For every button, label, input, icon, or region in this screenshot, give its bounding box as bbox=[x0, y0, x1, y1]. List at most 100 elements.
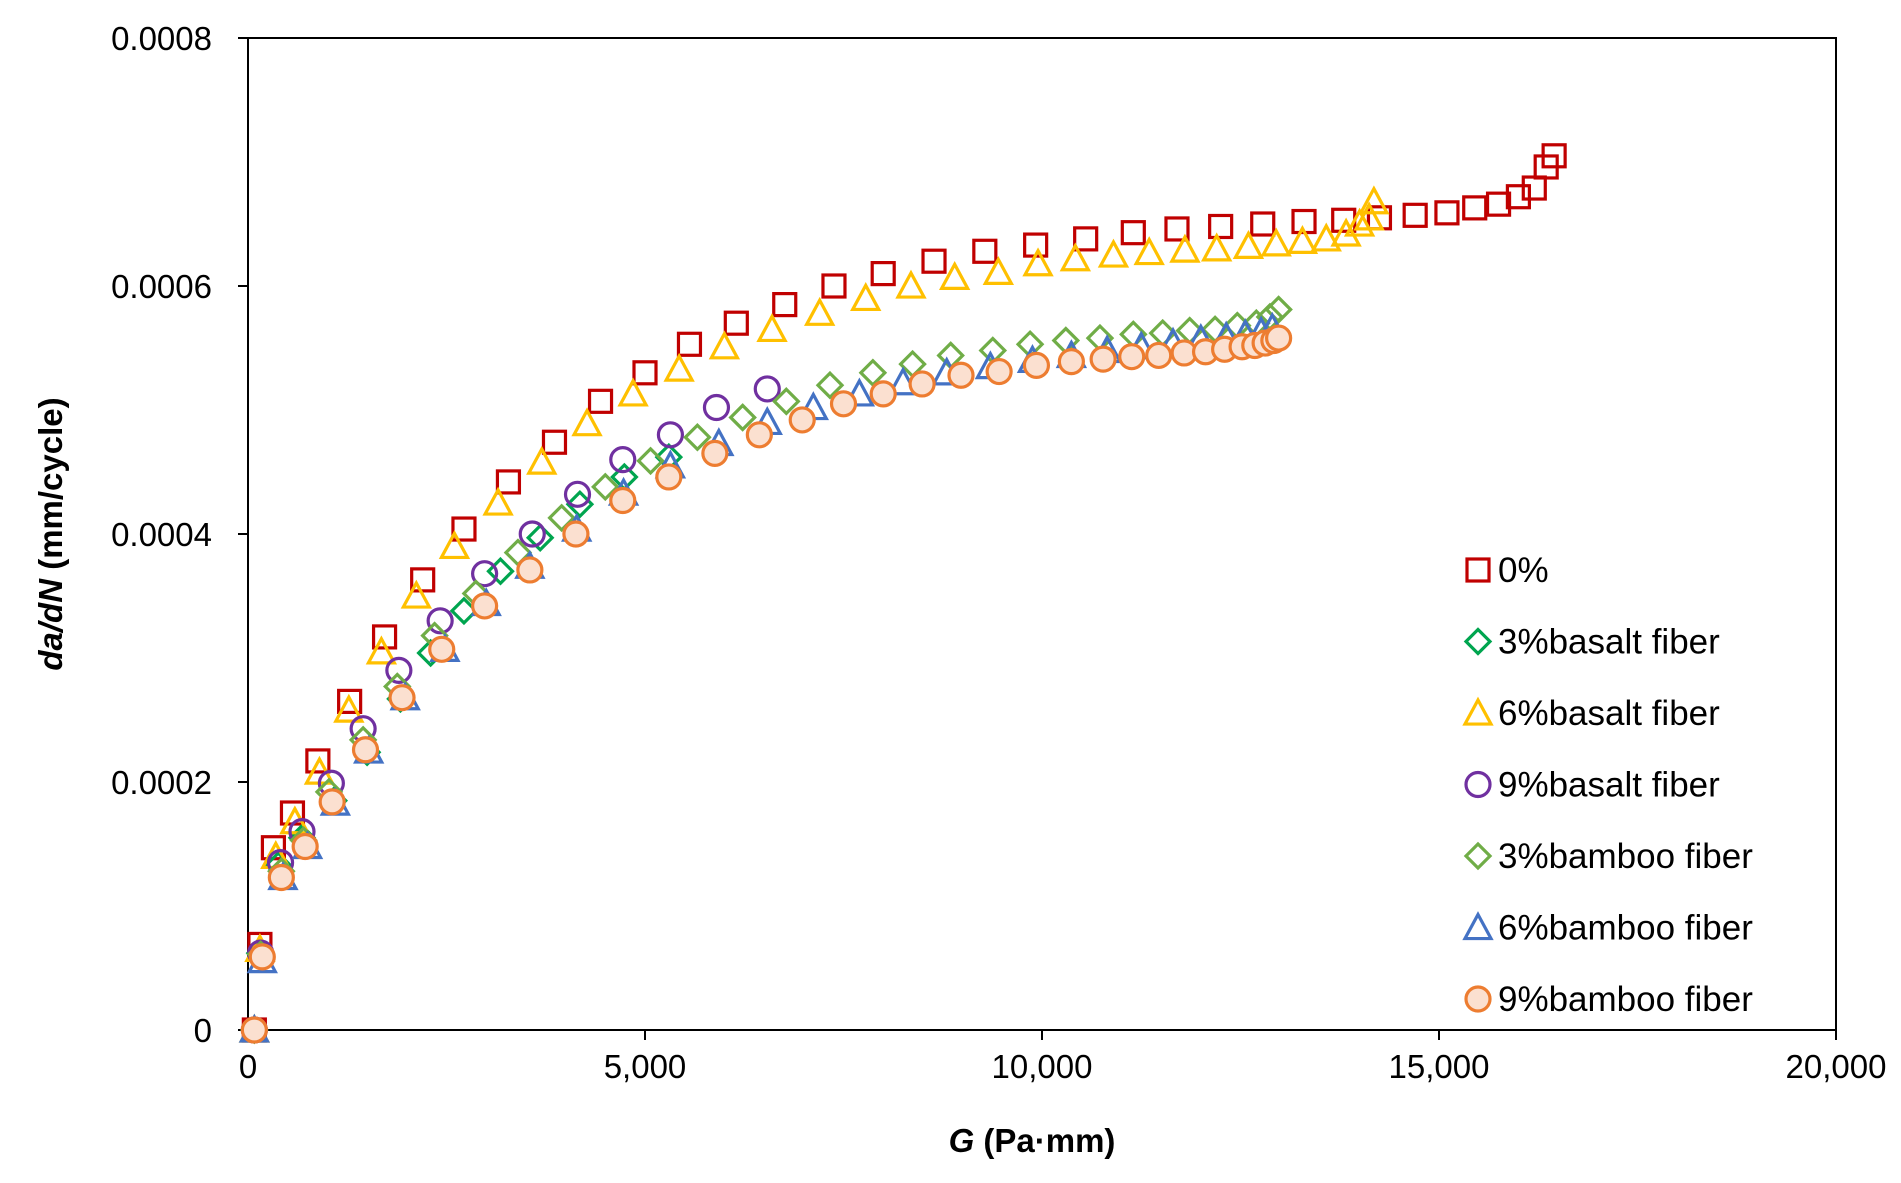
x-tick-label: 5,000 bbox=[604, 1048, 687, 1085]
series-6-basalt-fiber bbox=[238, 185, 1390, 1043]
data-point bbox=[1250, 211, 1276, 237]
data-point bbox=[518, 520, 546, 548]
data-point bbox=[385, 656, 413, 685]
data-point bbox=[547, 503, 576, 533]
data-point bbox=[1022, 247, 1054, 277]
data-point bbox=[240, 1016, 268, 1044]
data-point bbox=[1402, 202, 1428, 228]
data-point bbox=[1265, 324, 1293, 352]
data-point bbox=[985, 357, 1013, 386]
x-tick-label: 0 bbox=[239, 1048, 257, 1085]
legend-marker bbox=[1462, 696, 1494, 726]
y-tick-label: 0.0008 bbox=[111, 20, 212, 57]
legend-item: 9%bamboo fiber bbox=[1464, 980, 1753, 1019]
data-point bbox=[683, 423, 712, 452]
data-point bbox=[921, 248, 947, 274]
data-point bbox=[617, 377, 649, 407]
data-point bbox=[1200, 232, 1233, 262]
data-point bbox=[471, 560, 499, 588]
legend-item: 6%basalt fiber bbox=[1462, 694, 1720, 733]
data-point bbox=[1330, 217, 1362, 247]
data-point bbox=[516, 556, 544, 584]
data-point bbox=[471, 592, 499, 620]
data-point bbox=[1169, 233, 1201, 263]
data-point bbox=[1232, 229, 1265, 259]
data-point bbox=[1541, 143, 1567, 169]
data-point bbox=[850, 282, 882, 312]
data-point bbox=[609, 486, 637, 515]
data-point bbox=[815, 370, 845, 400]
data-point bbox=[655, 463, 683, 491]
data-point bbox=[438, 530, 471, 560]
data-point bbox=[562, 520, 590, 548]
data-point bbox=[563, 480, 592, 508]
x-tick-label: 15,000 bbox=[1389, 1048, 1490, 1085]
data-point bbox=[495, 469, 522, 495]
data-point bbox=[1286, 224, 1319, 255]
y-tick-label: 0 bbox=[194, 1012, 212, 1049]
data-point bbox=[821, 273, 847, 299]
data-point bbox=[656, 421, 685, 449]
y-axis-title: da/dN (mm/cycle) bbox=[32, 397, 69, 670]
data-point bbox=[636, 446, 665, 476]
legend-item: 0% bbox=[1465, 551, 1549, 590]
data-point bbox=[1208, 213, 1234, 240]
legend-item: 3%basalt fiber bbox=[1463, 623, 1720, 662]
y-axis-title-symbol: da/dN bbox=[32, 578, 69, 671]
data-point bbox=[1505, 184, 1532, 210]
data-point bbox=[843, 377, 876, 407]
x-axis-title-unit: (Pa·mm) bbox=[974, 1122, 1115, 1159]
data-point bbox=[267, 863, 295, 892]
data-point bbox=[1120, 220, 1146, 246]
data-point bbox=[426, 607, 454, 635]
data-point bbox=[525, 523, 555, 552]
data-point bbox=[708, 330, 741, 360]
legend-marker bbox=[1463, 627, 1493, 656]
data-point bbox=[1022, 351, 1051, 379]
data-point bbox=[305, 748, 331, 774]
legend-label: 3%bamboo fiber bbox=[1498, 837, 1753, 876]
data-point bbox=[1059, 242, 1092, 272]
legend-label: 0% bbox=[1498, 551, 1549, 590]
data-point bbox=[333, 693, 365, 723]
data-point bbox=[365, 635, 398, 665]
data-point bbox=[803, 296, 836, 326]
legend-label: 6%basalt fiber bbox=[1498, 694, 1720, 733]
data-point bbox=[248, 943, 276, 971]
data-point bbox=[858, 358, 888, 388]
data-point bbox=[1260, 227, 1292, 257]
data-point bbox=[701, 439, 729, 467]
data-point bbox=[291, 832, 319, 861]
series-9-bamboo-fiber bbox=[240, 324, 1293, 1044]
data-point bbox=[745, 421, 773, 449]
data-point bbox=[1264, 295, 1293, 324]
data-point bbox=[609, 446, 637, 474]
legend-marker bbox=[1465, 557, 1491, 583]
data-point bbox=[428, 635, 456, 663]
data-point bbox=[1097, 238, 1130, 268]
data-point bbox=[1133, 236, 1165, 266]
x-tick-label: 10,000 bbox=[992, 1048, 1093, 1085]
data-point bbox=[772, 292, 798, 318]
legend-item: 9%basalt fiber bbox=[1464, 766, 1720, 805]
data-point bbox=[591, 472, 620, 502]
data-point bbox=[938, 260, 971, 290]
data-point bbox=[541, 429, 568, 455]
data-point bbox=[526, 445, 558, 475]
data-point bbox=[1462, 195, 1488, 221]
data-point bbox=[972, 238, 998, 264]
legend-marker bbox=[1464, 985, 1492, 1013]
data-point bbox=[1485, 191, 1512, 217]
data-point bbox=[1118, 343, 1146, 371]
data-point bbox=[1057, 348, 1085, 376]
data-point bbox=[947, 361, 975, 389]
legend-item: 6%bamboo fiber bbox=[1462, 909, 1753, 948]
data-point bbox=[571, 407, 603, 437]
data-point bbox=[1434, 200, 1460, 226]
x-tick-label: 20,000 bbox=[1786, 1048, 1887, 1085]
x-axis-title: G (Pa·mm) bbox=[949, 1122, 1116, 1159]
data-point bbox=[587, 388, 614, 414]
data-point bbox=[908, 370, 936, 398]
legend-label: 3%basalt fiber bbox=[1498, 623, 1720, 662]
